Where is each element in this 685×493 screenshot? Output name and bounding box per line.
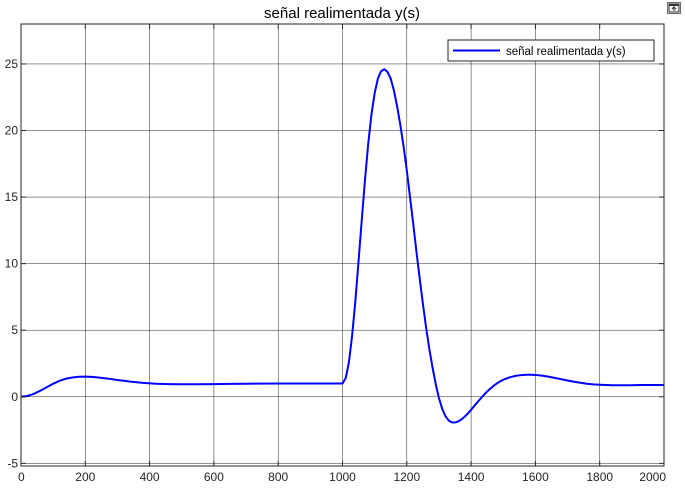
x-tick-label: 1400 xyxy=(458,470,485,484)
x-tick-label: 0 xyxy=(18,470,25,484)
x-tick-label: 1000 xyxy=(329,470,356,484)
x-tick-label: 400 xyxy=(140,470,160,484)
chart-title: señal realimentada y(s) xyxy=(264,5,420,22)
y-tick-label: 5 xyxy=(11,323,18,337)
x-tick-label: 1200 xyxy=(393,470,420,484)
x-tick-label: 1600 xyxy=(522,470,549,484)
x-tick-label: 600 xyxy=(204,470,224,484)
undock-icon xyxy=(668,3,680,13)
series-layer xyxy=(20,68,664,424)
y-tick-label: -5 xyxy=(7,456,18,470)
y-tick-label: 15 xyxy=(5,190,19,204)
y-tick-label: 10 xyxy=(5,257,19,271)
legend-label: señal realimentada y(s) xyxy=(506,46,626,58)
legend[interactable]: señal realimentada y(s) xyxy=(447,39,655,62)
x-tick-label: 2000 xyxy=(639,470,666,484)
undock-button[interactable] xyxy=(667,2,681,14)
legend-box xyxy=(447,39,655,62)
series-line xyxy=(20,68,664,424)
ticks: 0 200 400 600 800 1000 1200 1400 1600 1800 2000-50… xyxy=(5,24,666,484)
x-tick-label: 800 xyxy=(268,470,288,484)
x-tick-label: 200 xyxy=(75,470,95,484)
y-tick-label: 20 xyxy=(5,124,19,138)
y-tick-label: 25 xyxy=(5,57,19,71)
y-tick-label: 0 xyxy=(11,390,18,404)
x-tick-label: 1800 xyxy=(586,470,613,484)
